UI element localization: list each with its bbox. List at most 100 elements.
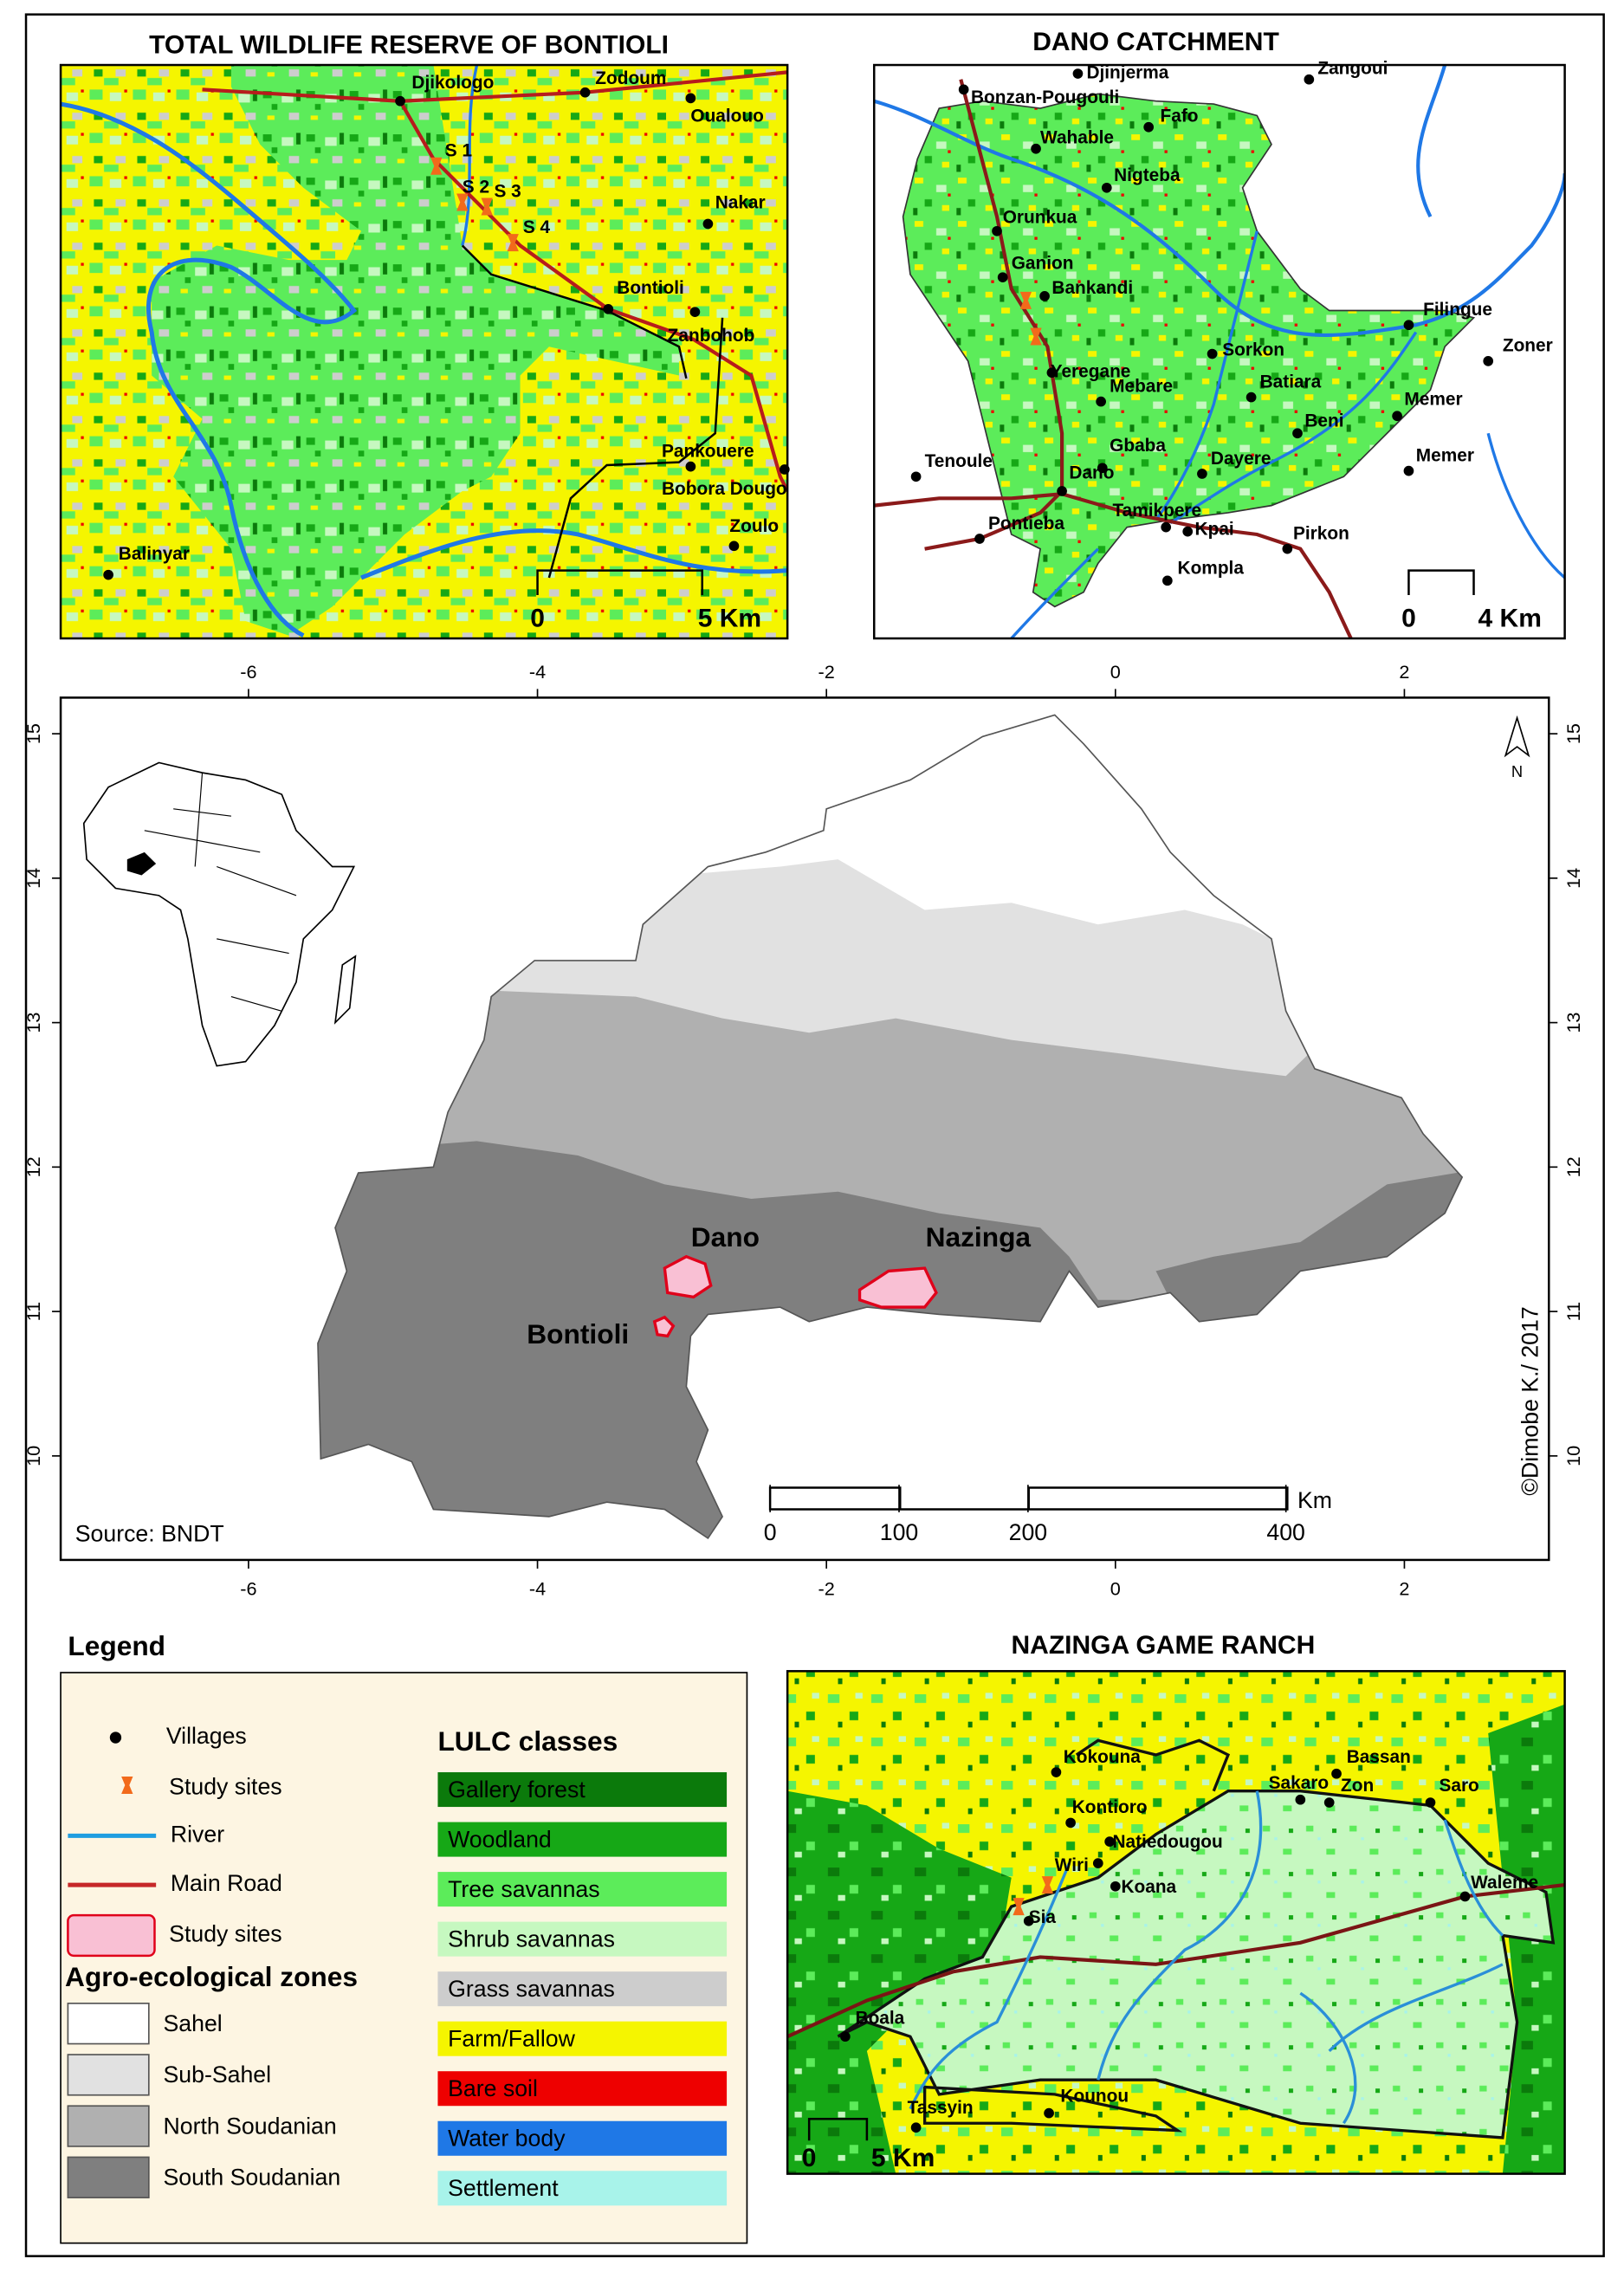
study-site-marker (121, 1777, 133, 1795)
village (958, 84, 969, 95)
village-label: Bankandi (1051, 278, 1133, 298)
village (728, 540, 740, 552)
legend-village (109, 1732, 122, 1744)
village (1323, 1797, 1335, 1808)
village (1039, 291, 1050, 301)
village (1065, 1817, 1076, 1829)
village-label: Wiri (1055, 1855, 1089, 1875)
dano-inset: DANO CATCHMENT Djinjerma Zangoui Bonzan-Po… (872, 28, 1566, 640)
village-label: Koana (1121, 1877, 1176, 1897)
scale-label: 0 (530, 604, 545, 632)
legend-swatch (67, 2054, 150, 2096)
y-tick-label: 14 (23, 868, 44, 889)
river (909, 1790, 1504, 2125)
village (1392, 411, 1402, 422)
village (1245, 392, 1257, 403)
village (395, 95, 405, 107)
village (1104, 1836, 1115, 1847)
village-label: Wahable (1040, 128, 1114, 148)
village-label: Memer (1416, 445, 1474, 465)
village (1044, 2107, 1054, 2119)
x-tick-label: 2 (1399, 1578, 1409, 1600)
village (1403, 320, 1414, 331)
legend-swatch (67, 2105, 150, 2147)
village-label: Batiara (1260, 372, 1322, 392)
village (1143, 121, 1155, 133)
village-label: Pontieba (988, 514, 1064, 534)
study-site-label: S 2 (463, 177, 489, 197)
y-tick-label: 13 (1563, 1013, 1584, 1033)
north-arrow (1504, 715, 1530, 758)
legend-heading: Agro-ecological zones (65, 1961, 358, 1992)
x-tick-label: -4 (529, 661, 546, 683)
village (1057, 486, 1067, 496)
y-tick-label: 11 (1563, 1302, 1584, 1321)
site-label: Dano (691, 1221, 760, 1253)
legend-label: Study sites (169, 1773, 281, 1799)
study-site-nazinga (857, 1266, 938, 1309)
legend-swatch (67, 2003, 150, 2045)
x-tick-label: -4 (529, 1578, 546, 1600)
village-label: Beni (1304, 411, 1343, 430)
river (461, 65, 479, 246)
country-outline (317, 714, 1464, 1540)
village-label: Sakaro (1269, 1773, 1329, 1793)
village-label: Kokouna (1064, 1747, 1142, 1767)
bontioli-map-body (61, 65, 788, 639)
legend-swatch (437, 2171, 728, 2206)
village (1207, 348, 1218, 359)
study-site-marker (430, 157, 443, 175)
study-site-marker (456, 193, 469, 211)
village-label: Kounou (1060, 2087, 1129, 2107)
legend-label: South Soudanian (164, 2164, 341, 2190)
village (840, 2031, 851, 2042)
village-label: Zoner (1503, 336, 1553, 356)
y-tick-label: 14 (1563, 868, 1584, 889)
y-tick-label: 15 (1563, 723, 1584, 744)
village (974, 534, 985, 544)
legend-label: River (171, 1821, 224, 1847)
scale-label: 5 Km (871, 2144, 935, 2172)
village (1292, 428, 1303, 439)
village-label: Zodoum (595, 68, 666, 88)
inset-title: NAZINGA GAME RANCH (1011, 1631, 1315, 1660)
river (1486, 432, 1565, 579)
study-site-marker (507, 234, 519, 252)
village-label: Tamikpere (1112, 501, 1201, 521)
village (779, 464, 790, 475)
legend-label: Villages (166, 1723, 247, 1749)
study-site-dano (663, 1254, 713, 1299)
legend-heading: LULC classes (437, 1725, 618, 1757)
reserve-land-cover (838, 1790, 1554, 2138)
village-label: Dayere (1211, 449, 1271, 469)
village (1282, 543, 1293, 554)
legend-swatch (437, 1921, 728, 1957)
study-site-label: S 1 (445, 141, 472, 161)
main-road (924, 79, 1064, 551)
river (1155, 230, 1258, 521)
x-tick-label: 2 (1399, 661, 1409, 683)
village-label: Zoulo (729, 516, 779, 536)
site-label: Bontioli (527, 1318, 629, 1350)
village-label: Sorkon (1222, 340, 1284, 360)
village-label: Boala (856, 2009, 905, 2029)
study-site-label: S 4 (523, 217, 551, 237)
river (1416, 65, 1447, 218)
reserve-land-cover (152, 65, 680, 636)
legend-label: Sahel (164, 2010, 223, 2036)
legend-label: Water body (448, 2125, 566, 2151)
source-note: Source: BNDT (75, 1521, 224, 1547)
main-road (874, 492, 1353, 639)
village (910, 2122, 922, 2133)
village-label: Zangoui (1317, 59, 1388, 79)
village-label: Dano (1069, 463, 1114, 482)
africa-borders (144, 773, 297, 1012)
village-label: Bobora Dougo (662, 479, 787, 499)
legend-label: Grass savannas (448, 1976, 615, 2002)
legend-label: Bare soil (448, 2075, 538, 2101)
village-label: Pirkon (1293, 523, 1349, 543)
village (1101, 182, 1112, 193)
village-label: Gbaba (1110, 436, 1166, 456)
africa-locator (82, 761, 356, 1067)
